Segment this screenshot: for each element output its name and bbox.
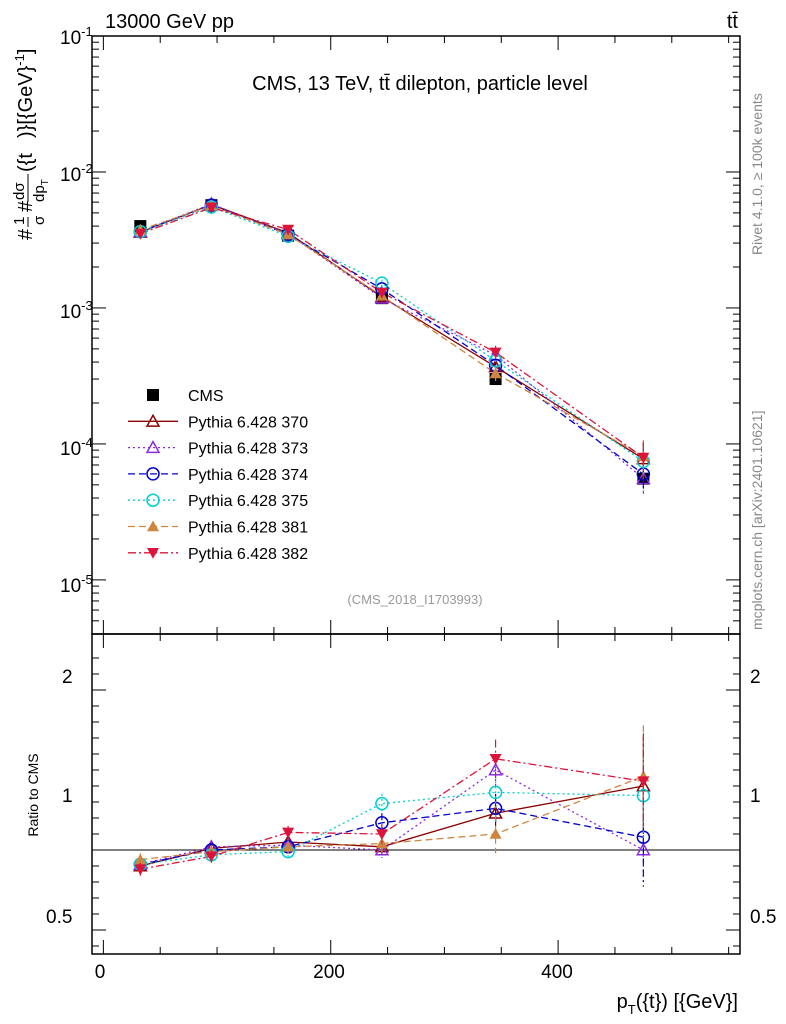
ratio-point bbox=[374, 842, 390, 856]
svg-text:#: # bbox=[15, 228, 37, 240]
legend-label: Pythia 6.428 370 bbox=[188, 414, 308, 431]
ratio-point bbox=[282, 827, 295, 839]
x-axis-label: pT({t}) [{GeV}] bbox=[617, 991, 738, 1017]
ratio-point bbox=[134, 864, 147, 876]
y-tick-label-0.0001: 10-4 bbox=[60, 435, 93, 460]
series-line-2 bbox=[140, 204, 644, 475]
legend-label: CMS bbox=[188, 388, 224, 405]
ratio-line-0 bbox=[140, 785, 644, 867]
y-tick-label-0.01: 10-2 bbox=[60, 161, 93, 186]
ratio-tick-label-0.5: 0.5 bbox=[46, 907, 72, 928]
process-label: tt̄ bbox=[727, 11, 739, 33]
legend-marker bbox=[145, 440, 161, 454]
legend-label: Pythia 6.428 373 bbox=[188, 441, 308, 458]
ratio-y-axis-label: Ratio to CMS bbox=[25, 753, 41, 836]
ratio-point bbox=[637, 776, 650, 788]
ratio-y-tick-labels: 2 1 0.5 2 1 0.5 bbox=[46, 667, 776, 928]
legend-marker bbox=[146, 493, 160, 507]
series-point bbox=[205, 202, 218, 214]
main-series-markers bbox=[133, 196, 651, 496]
x-axis bbox=[102, 36, 730, 954]
legend-label: Pythia 6.428 374 bbox=[188, 467, 308, 484]
legend-marker bbox=[147, 520, 159, 532]
x-tick-label-0: 0 bbox=[95, 962, 106, 983]
ratio-point bbox=[282, 840, 295, 852]
main-y-axis-label: # 1 σ # dσ dpT ({t )}[{GeV}-1] bbox=[11, 49, 51, 240]
main-panel-frame bbox=[91, 35, 741, 635]
mcplots-label: mcplots.cern.ch [arXiv:2401.10621] bbox=[749, 411, 765, 630]
x-tick-labels: 0 200 400 bbox=[95, 962, 573, 983]
legend-marker bbox=[147, 548, 159, 559]
analysis-id: (CMS_2018_I1703993) bbox=[347, 592, 482, 607]
y-tick-label-0.1: 10-1 bbox=[60, 24, 93, 49]
main-y-axis bbox=[92, 35, 740, 635]
ratio-line-5 bbox=[140, 758, 644, 870]
series-point bbox=[134, 228, 147, 240]
legend-label: Pythia 6.428 375 bbox=[188, 493, 308, 510]
ratio-point bbox=[489, 754, 502, 765]
rivet-version-label: Rivet 4.1.0, ≥ 100k events bbox=[749, 93, 765, 255]
svg-text:)}[{GeV}-1]: )}[{GeV}-1] bbox=[12, 49, 37, 138]
x-tick-label-400: 400 bbox=[541, 962, 573, 983]
ratio-panel-frame bbox=[91, 633, 741, 955]
series-point bbox=[489, 347, 502, 359]
legend-label: Pythia 6.428 382 bbox=[188, 546, 308, 563]
ratio-tick-label-right-0.5: 0.5 bbox=[750, 907, 776, 928]
ratio-line-1 bbox=[140, 769, 644, 866]
series-line-5 bbox=[140, 206, 644, 459]
x-tick-label-200: 200 bbox=[313, 962, 345, 983]
ratio-tick-label-right-1: 1 bbox=[750, 786, 761, 807]
svg-text:1: 1 bbox=[11, 217, 28, 225]
ratio-tick-label-right-2: 2 bbox=[750, 667, 761, 688]
ratio-point bbox=[134, 853, 147, 865]
ratio-line-3 bbox=[140, 791, 644, 866]
legend-label: Pythia 6.428 381 bbox=[188, 520, 308, 537]
series-point bbox=[489, 367, 502, 379]
ratio-point bbox=[375, 829, 388, 840]
svg-text:dσ: dσ bbox=[11, 182, 28, 200]
series-line-4 bbox=[140, 205, 644, 457]
ratio-point bbox=[489, 828, 502, 839]
chart-title: CMS, 13 TeV, tt̄ dilepton, particle leve… bbox=[252, 73, 588, 95]
ratio-point bbox=[636, 842, 651, 856]
legend-marker bbox=[146, 467, 160, 481]
y-tick-label-1e-5: 10-5 bbox=[60, 572, 93, 597]
svg-text:({t: ({t bbox=[15, 153, 37, 172]
ratio-series-markers bbox=[133, 725, 651, 890]
svg-text:dpT: dpT bbox=[31, 179, 51, 202]
svg-text:σ: σ bbox=[31, 215, 48, 225]
ratio-series-lines bbox=[140, 758, 644, 870]
ratio-point bbox=[375, 796, 389, 811]
series-line-1 bbox=[140, 203, 644, 480]
legend-marker bbox=[147, 389, 159, 401]
legend: CMS Pythia 6.428 370 Pythia 6.428 373 Pythi… bbox=[128, 388, 308, 563]
series-point bbox=[375, 287, 388, 299]
svg-text:#: # bbox=[15, 200, 37, 212]
ratio-point bbox=[488, 785, 503, 800]
ratio-point bbox=[205, 851, 218, 863]
legend-marker bbox=[145, 413, 161, 427]
y-tick-label-0.001: 10-3 bbox=[60, 298, 93, 323]
ratio-tick-label-1: 1 bbox=[62, 786, 73, 807]
ratio-line-4 bbox=[140, 775, 644, 861]
energy-label: 13000 GeV pp bbox=[105, 11, 234, 33]
main-y-tick-labels: 10-1 10-2 10-3 10-4 10-5 bbox=[60, 24, 93, 597]
ratio-tick-label-2: 2 bbox=[62, 667, 73, 688]
main-series-lines bbox=[140, 203, 644, 480]
series-point bbox=[282, 224, 295, 236]
series-point bbox=[637, 452, 650, 464]
